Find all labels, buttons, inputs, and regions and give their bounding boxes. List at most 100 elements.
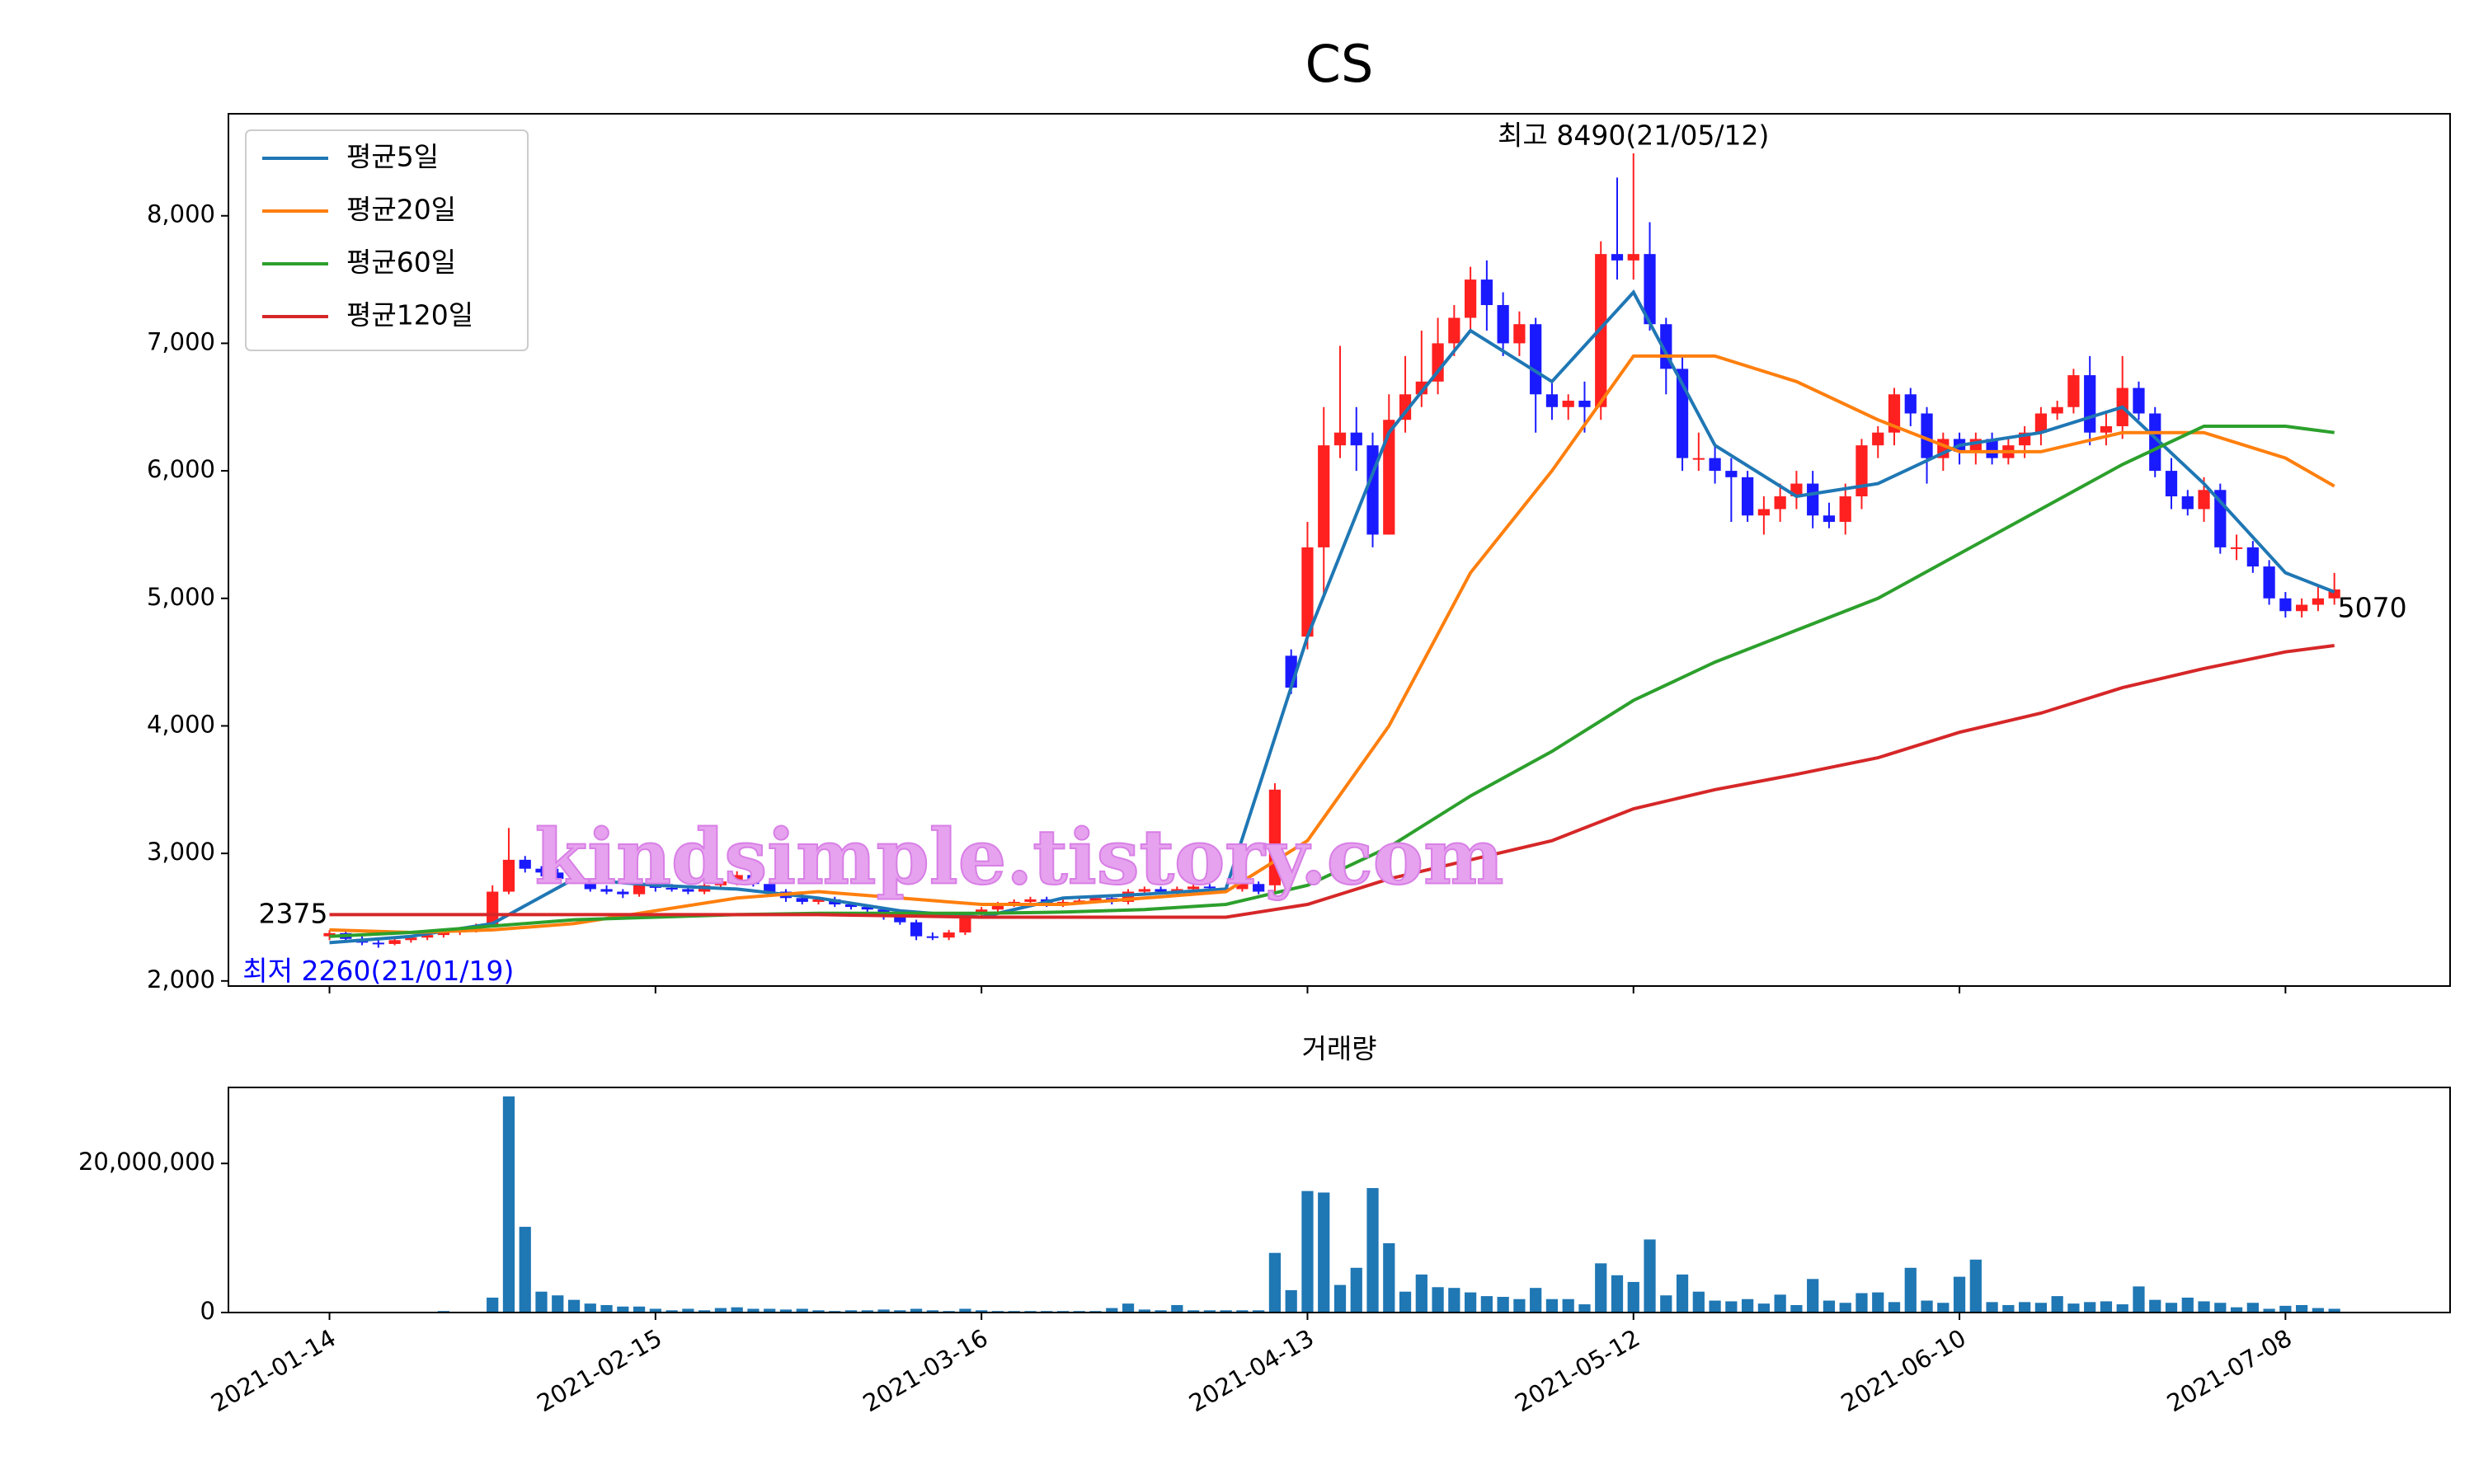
- y-tick-label: 2,000: [147, 965, 215, 993]
- volume-bar: [1236, 1310, 1249, 1313]
- candle-body: [2296, 604, 2308, 612]
- candle-body: [1904, 394, 1917, 414]
- volume-bar: [2296, 1304, 2308, 1313]
- candle-body: [1432, 343, 1444, 382]
- volume-bar: [1268, 1252, 1282, 1313]
- volume-bar: [1953, 1276, 1966, 1313]
- volume-bar: [1742, 1298, 1754, 1313]
- candle-body: [1562, 401, 1574, 407]
- volume-bar: [1709, 1300, 1721, 1313]
- volume-bar: [552, 1295, 564, 1313]
- candle-body: [2263, 566, 2275, 599]
- candle-body: [372, 942, 384, 945]
- volume-bar: [2230, 1307, 2243, 1313]
- volume-bar: [1904, 1267, 1917, 1313]
- volume-bar: [2133, 1286, 2145, 1313]
- candle-body: [959, 914, 971, 933]
- volume-bar: [1676, 1274, 1689, 1313]
- candle-body: [2067, 375, 2080, 407]
- candle-body: [2181, 496, 2194, 510]
- y-tick-label: 4,000: [147, 710, 215, 738]
- candle-body: [2198, 490, 2210, 510]
- volume-bar: [1366, 1188, 1379, 1313]
- volume-bar: [1171, 1304, 1183, 1313]
- candle-body: [1024, 899, 1037, 902]
- candle-body: [1839, 496, 1851, 522]
- candle-body: [1187, 886, 1200, 890]
- candle-body: [1480, 279, 1493, 306]
- candle-body: [1253, 884, 1265, 892]
- volume-bar: [584, 1303, 596, 1313]
- volume-bar: [567, 1299, 581, 1313]
- candle-body: [666, 887, 678, 890]
- candle-body: [2034, 413, 2048, 433]
- volume-bar: [731, 1307, 743, 1313]
- candle-body: [910, 922, 923, 937]
- candle-body: [861, 907, 873, 910]
- volume-bar: [1578, 1304, 1591, 1313]
- candle-body: [1350, 432, 1362, 446]
- volume-bar: [649, 1308, 661, 1313]
- low-annotation: 최저 2260(21/01/19): [242, 955, 514, 987]
- volume-bar: [959, 1308, 971, 1313]
- volume-bar: [1480, 1296, 1493, 1313]
- candle-body: [1856, 445, 1868, 497]
- volume-bar: [2312, 1308, 2325, 1313]
- candle-body: [894, 917, 906, 923]
- candle-body: [388, 940, 401, 944]
- volume-bar: [796, 1308, 808, 1313]
- y-tick-label: 5,000: [147, 583, 215, 611]
- volume-bar: [1725, 1301, 1738, 1313]
- volume-bar: [633, 1306, 646, 1313]
- y-tick-label: 8,000: [147, 200, 215, 228]
- candle-body: [991, 904, 1004, 910]
- volume-bar: [1497, 1297, 1509, 1313]
- volume-bar: [1285, 1289, 1297, 1313]
- volume-bar: [1839, 1303, 1851, 1313]
- candle-body: [617, 891, 629, 895]
- candle-body: [1383, 420, 1395, 535]
- candle-body: [1089, 898, 1102, 901]
- volume-bar: [844, 1310, 858, 1313]
- ma-line: [329, 354, 2335, 935]
- volume-bar: [1774, 1294, 1786, 1313]
- volume-bar: [894, 1310, 906, 1313]
- candle-body: [1333, 432, 1347, 446]
- candle-body: [2051, 406, 2063, 414]
- volume-bar: [1595, 1263, 1607, 1313]
- candle-body: [2279, 598, 2292, 612]
- volume-bar: [1823, 1300, 1836, 1313]
- candle-body: [1497, 305, 1509, 344]
- candle-body: [2312, 598, 2325, 605]
- volume-bar: [2328, 1308, 2340, 1313]
- candle-body: [1774, 496, 1786, 510]
- volume-bar: [1203, 1310, 1216, 1313]
- y-tick-label: 0: [200, 1297, 215, 1325]
- volume-bar: [1921, 1300, 1933, 1313]
- volume-bar: [1333, 1284, 1347, 1313]
- volume-bar: [2100, 1301, 2113, 1313]
- legend-box: [245, 129, 529, 351]
- candle-body: [943, 932, 955, 938]
- candle-body: [1709, 458, 1721, 472]
- candle-body: [1872, 432, 1884, 446]
- volume-bar: [1318, 1192, 1330, 1313]
- first-close-label: 2375: [259, 897, 328, 929]
- legend-label: 평균120일: [346, 299, 473, 331]
- volume-bar: [698, 1310, 711, 1313]
- candle-body: [2328, 589, 2340, 599]
- volume-bar: [1513, 1298, 1526, 1313]
- volume-bar: [1611, 1275, 1624, 1313]
- volume-bar: [779, 1309, 793, 1313]
- candle-body: [1725, 471, 1738, 477]
- candle-body: [2230, 547, 2243, 549]
- ma-line: [329, 289, 2335, 945]
- volume-bar: [1399, 1291, 1412, 1313]
- candle-body: [1545, 394, 1559, 407]
- candle-body: [1448, 317, 1460, 344]
- candle-body: [2084, 375, 2096, 433]
- volume-title: 거래량: [1301, 1033, 1376, 1065]
- volume-bar: [1448, 1288, 1460, 1313]
- watermark: kindsimple.tistory.com: [534, 813, 1503, 902]
- candle-body: [1578, 401, 1591, 407]
